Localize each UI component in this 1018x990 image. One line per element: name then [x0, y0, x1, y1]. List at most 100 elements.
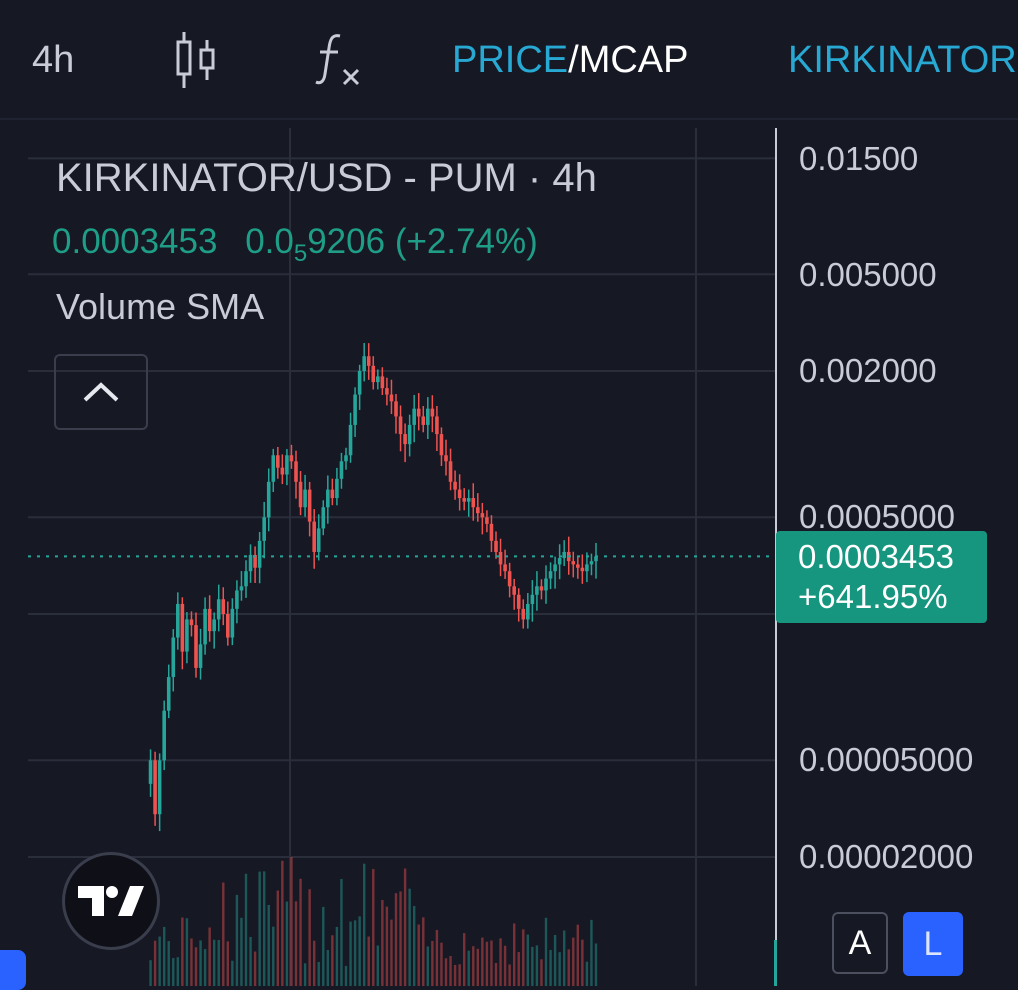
- candle-body: [203, 608, 207, 645]
- chevron-up-icon: [83, 382, 119, 402]
- interval-button[interactable]: 4h: [32, 39, 75, 81]
- volume-bar: [267, 905, 270, 986]
- volume-bar: [299, 878, 302, 986]
- symbol-button[interactable]: KIRKINATOR: [788, 39, 1017, 81]
- volume-bar: [408, 888, 411, 986]
- slash-separator: /: [568, 39, 579, 81]
- axis-label: 0.00005000: [799, 741, 974, 778]
- volume-bar: [440, 942, 443, 986]
- candle-body: [376, 376, 380, 383]
- log-scale-button[interactable]: L: [903, 912, 963, 976]
- candle-body: [471, 498, 476, 508]
- candle-body: [453, 481, 457, 490]
- tradingview-logo-icon: [78, 886, 144, 916]
- volume-bar: [553, 935, 557, 986]
- volume-bar: [272, 926, 275, 986]
- chart-toolbar: 4h PRICE/MCAP KIRKINATOR: [0, 0, 1018, 118]
- volume-bar: [181, 917, 184, 986]
- candle-body: [212, 619, 216, 632]
- candle-body: [194, 625, 198, 668]
- candle-body: [512, 586, 516, 595]
- candle-body: [466, 498, 471, 502]
- candle-body: [489, 523, 494, 541]
- volume-bar: [403, 868, 407, 986]
- volume-bar: [308, 889, 311, 986]
- volume-bar: [412, 906, 416, 986]
- legend-change-rest: 9206: [307, 222, 386, 261]
- candle-body: [507, 571, 512, 587]
- fx-indicators-icon[interactable]: [314, 30, 364, 90]
- candle-body: [266, 481, 271, 518]
- candle-body: [185, 619, 189, 652]
- candle-body: [230, 608, 235, 638]
- candle-body: [148, 760, 153, 784]
- axis-label: 0.002000: [799, 352, 937, 389]
- mcap-label[interactable]: MCAP: [578, 39, 689, 81]
- volume-bar: [353, 920, 357, 986]
- volume-bar: [572, 937, 575, 986]
- volume-bar: [426, 946, 430, 986]
- legend-change-percent: (+2.74%): [394, 222, 538, 261]
- volume-bar: [367, 936, 370, 986]
- candle-body: [557, 558, 562, 565]
- volume-bar: [185, 918, 189, 986]
- candle-body: [262, 517, 266, 541]
- volume-bar: [212, 939, 216, 986]
- volume-bar: [467, 950, 470, 986]
- last-price-change: +641.95%: [798, 578, 948, 615]
- candle-body: [594, 556, 598, 562]
- candle-body: [516, 594, 521, 609]
- candle-body: [157, 760, 162, 815]
- candle-body: [248, 554, 253, 572]
- volume-bar: [340, 879, 343, 986]
- candle-body: [444, 455, 448, 462]
- candle-body: [180, 603, 185, 652]
- candle-body: [457, 489, 462, 499]
- volume-sma-study[interactable]: Volume SMA: [56, 286, 265, 327]
- candle-body: [166, 677, 171, 711]
- candle-body: [339, 461, 344, 479]
- candle-body: [485, 517, 489, 524]
- volume-bar: [372, 869, 375, 986]
- tradingview-logo[interactable]: [62, 852, 160, 950]
- candle-body: [576, 564, 580, 568]
- candle-body: [321, 507, 326, 529]
- candle-body: [535, 586, 539, 595]
- candle-body: [407, 424, 412, 445]
- auto-scale-button[interactable]: A: [832, 912, 888, 974]
- volume-bar: [517, 952, 520, 986]
- candle-body: [476, 507, 480, 514]
- volume-bar: [512, 923, 516, 986]
- candle-body: [362, 356, 366, 371]
- volume-bar: [394, 893, 398, 986]
- candle-body: [503, 564, 507, 572]
- price-mcap-toggle[interactable]: PRICE/MCAP: [452, 36, 689, 84]
- volume-bar: [322, 906, 325, 986]
- symbol-legend-title[interactable]: KIRKINATOR/USD - PUM · 4h: [56, 156, 597, 200]
- volume-bar: [335, 926, 339, 986]
- candle-body: [462, 498, 466, 502]
- volume-bar: [435, 929, 439, 986]
- candle-body: [403, 434, 407, 445]
- candlestick-icon[interactable]: [172, 30, 220, 90]
- candle-body: [307, 489, 312, 522]
- volume-bar: [590, 919, 593, 986]
- volume-bar: [503, 945, 507, 986]
- candle-body: [312, 521, 316, 552]
- candle-body: [385, 388, 389, 395]
- volume-bar: [153, 940, 157, 986]
- volume-bar: [535, 945, 539, 986]
- volume-bar: [199, 940, 202, 986]
- volume-bar: [540, 959, 543, 986]
- volume-bar: [244, 873, 248, 986]
- volume-bar: [594, 943, 598, 986]
- volume-bar: [399, 891, 402, 986]
- volume-bar: [444, 958, 448, 986]
- price-label[interactable]: PRICE: [452, 39, 569, 81]
- side-panel-tab[interactable]: [0, 950, 26, 990]
- collapse-legend-button[interactable]: [54, 354, 148, 430]
- volume-bar: [462, 933, 466, 986]
- candle-body: [153, 760, 157, 815]
- candle-body: [380, 376, 385, 389]
